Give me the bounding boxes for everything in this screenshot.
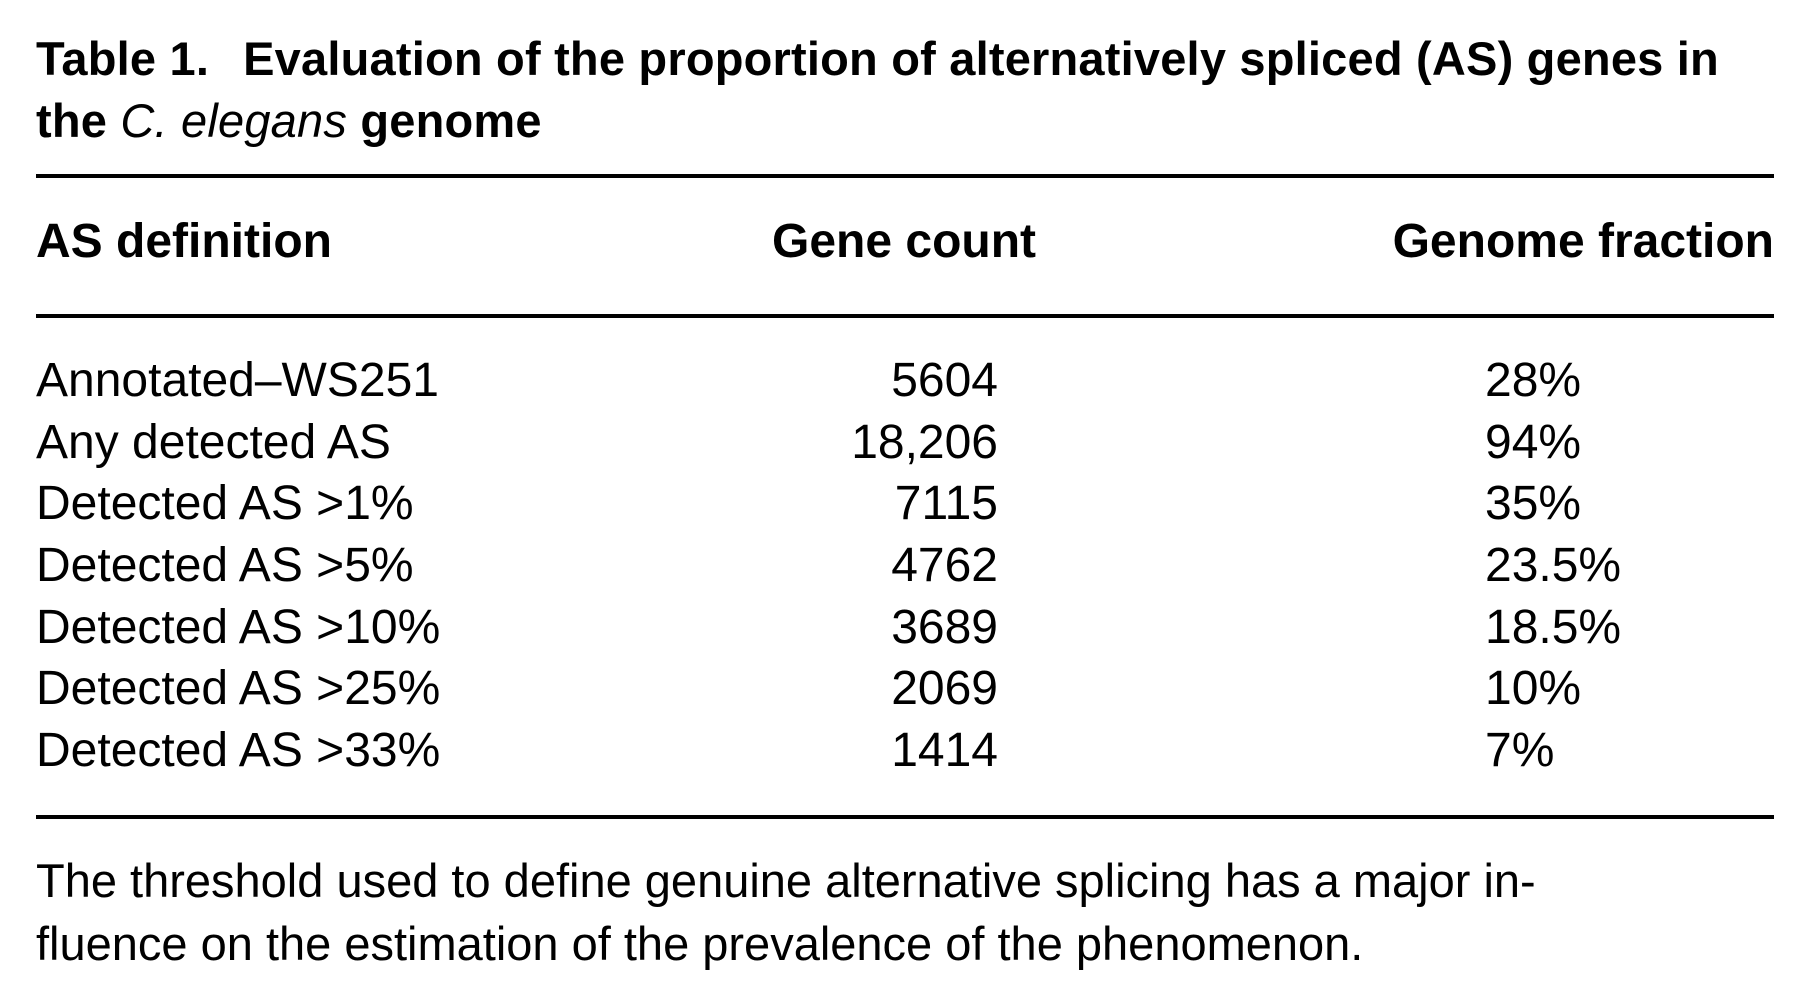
top-rule bbox=[36, 174, 1774, 178]
cell-genome-fraction: 18.5% bbox=[1485, 600, 1622, 654]
cell-genome-fraction: 28% bbox=[1485, 354, 1582, 407]
caption-text-pre: Evaluation of the proportion of alternat… bbox=[36, 32, 1719, 147]
cell-gene-count: 1414 bbox=[891, 724, 998, 778]
table-caption: Table 1. Evaluation of the proportion of … bbox=[36, 28, 1774, 152]
cell-genome-fraction: 23.5% bbox=[1485, 539, 1622, 593]
cell-as-definition: Detected AS >25% bbox=[36, 662, 441, 716]
column-header-gene-count: Gene count bbox=[772, 215, 1037, 268]
column-header-as-definition: AS definition bbox=[36, 215, 332, 268]
cell-gene-count: 18,206 bbox=[851, 415, 998, 469]
bottom-rule bbox=[36, 814, 1774, 819]
header-rule bbox=[36, 314, 1774, 318]
cell-gene-count: 3689 bbox=[891, 600, 998, 654]
footnote-line: fluence on the estimation of the prevale… bbox=[36, 916, 1364, 970]
table-row: Annotated–WS251 5604 28% bbox=[36, 350, 1774, 412]
cell-gene-count: 7115 bbox=[894, 477, 998, 531]
cell-gene-count: 5604 bbox=[891, 354, 998, 407]
cell-as-definition: Detected AS >10% bbox=[36, 600, 441, 654]
header-row: AS definition Gene count Genome fraction bbox=[36, 178, 1774, 314]
table-row: Detected AS >33% 1414 7% bbox=[36, 720, 1774, 782]
cell-genome-fraction: 94% bbox=[1485, 415, 1582, 469]
cell-as-definition: Detected AS >33% bbox=[36, 724, 441, 778]
table-body: Annotated–WS251 5604 28% Any detected AS… bbox=[36, 318, 1774, 815]
table-row: Detected AS >5% 4762 23.5% bbox=[36, 535, 1774, 597]
cell-gene-count: 4762 bbox=[891, 539, 998, 593]
cell-genome-fraction: 7% bbox=[1485, 724, 1555, 778]
cell-gene-count: 2069 bbox=[891, 662, 998, 716]
table-row: Any detected AS 18,206 94% bbox=[36, 412, 1774, 474]
cell-genome-fraction: 35% bbox=[1485, 477, 1582, 531]
table-row: Detected AS >10% 3689 18.5% bbox=[36, 597, 1774, 659]
table-block: Table 1. Evaluation of the proportion of … bbox=[36, 28, 1774, 975]
cell-as-definition: Detected AS >1% bbox=[36, 477, 414, 531]
column-header-genome-fraction: Genome fraction bbox=[1392, 215, 1774, 268]
cell-as-definition: Any detected AS bbox=[36, 415, 391, 469]
table-footnote: The threshold used to define genuine alt… bbox=[36, 849, 1774, 975]
cell-as-definition: Detected AS >5% bbox=[36, 539, 414, 593]
caption-text-post: genome bbox=[347, 94, 542, 147]
caption-species: C. elegans bbox=[120, 94, 348, 147]
cell-genome-fraction: 10% bbox=[1485, 662, 1582, 716]
cell-as-definition: Annotated–WS251 bbox=[36, 354, 439, 407]
footnote-line: The threshold used to define genuine alt… bbox=[36, 853, 1536, 907]
table-row: Detected AS >25% 2069 10% bbox=[36, 658, 1774, 720]
caption-label: Table 1. bbox=[36, 32, 210, 85]
table-row: Detected AS >1% 7115 35% bbox=[36, 473, 1774, 535]
